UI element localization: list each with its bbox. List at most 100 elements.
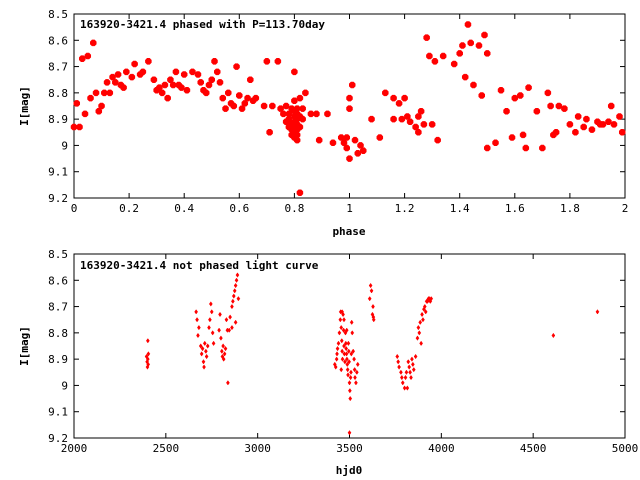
phased-data-point — [260, 102, 268, 110]
unphased-data-point — [404, 369, 409, 375]
unphased-data-point — [208, 317, 212, 323]
unphased-data-point — [408, 369, 412, 375]
unphased-panel: 2000 2500 3000 3500 4000 4500 5000 8.5 8.6 8.7 8.8… — [18, 248, 638, 477]
phased-data-point — [315, 136, 323, 144]
phased-data-point — [561, 105, 568, 112]
phased-data-point — [481, 31, 488, 39]
unphased-data-point — [145, 356, 150, 362]
phased-data-point — [150, 76, 158, 83]
phased-data-point — [84, 52, 92, 60]
unphased-data-point — [235, 272, 240, 278]
unphased-data-point — [236, 296, 241, 302]
unphased-data-point — [338, 317, 343, 323]
phased-data-point — [238, 105, 246, 112]
unphased-data-point — [349, 319, 354, 325]
phased-data-point — [497, 86, 505, 94]
unphased-data-point — [353, 374, 357, 381]
phased-data-point — [566, 121, 574, 128]
unphased-data-point — [351, 348, 356, 354]
phased-data-point — [120, 84, 127, 91]
unphased-data-point — [196, 332, 200, 339]
unphased-data-point — [195, 317, 199, 323]
unphased-data-point — [413, 353, 418, 360]
phased-data-point — [274, 58, 282, 65]
phased-data-point — [296, 189, 304, 196]
unphased-data-point — [409, 374, 413, 381]
unphased-data-point — [211, 340, 216, 347]
phased-data-point — [90, 39, 97, 47]
phased-data-point — [180, 71, 188, 78]
phased-data-point — [73, 100, 81, 107]
unphased-data-point — [420, 311, 424, 318]
phased-data-point — [404, 113, 411, 120]
phased-data-point — [610, 121, 618, 128]
unphased-data-point — [146, 351, 151, 357]
phased-data-point — [423, 34, 430, 41]
unphased-data-point — [348, 395, 353, 402]
unphased-data-point — [397, 364, 401, 370]
phased-data-point — [194, 71, 202, 78]
unphased-data-point — [197, 324, 201, 331]
unphased-data-point — [346, 372, 350, 378]
phased-data-point — [511, 94, 519, 102]
phased-data-point — [580, 123, 587, 131]
phased-data-point — [128, 73, 136, 81]
unphased-data-point — [415, 335, 420, 341]
phased-chart-title: 163920-3421.4 phased with P=113.70day — [80, 18, 325, 31]
unphased-data-point — [355, 369, 359, 375]
unphased-data-point — [145, 338, 150, 344]
unphased-data-point — [429, 296, 434, 302]
phased-data-point — [247, 76, 254, 83]
unphased-data-point — [342, 317, 346, 323]
unphased-data-point — [348, 388, 352, 394]
unphased-data-point — [334, 356, 339, 362]
unphased-data-point — [227, 327, 232, 333]
unphased-x-tick-label: 4000 — [428, 442, 455, 455]
phased-x-tick-label: 1.2 — [395, 202, 415, 215]
unphased-data-point — [201, 359, 206, 365]
phased-data-point — [492, 139, 499, 147]
phased-data-point — [269, 102, 276, 110]
phased-data-point — [252, 94, 260, 102]
phased-data-point — [525, 84, 532, 91]
unphased-data-point — [345, 356, 349, 362]
phased-data-point — [588, 126, 596, 133]
unphased-data-point — [223, 345, 228, 352]
phased-data-point — [145, 58, 152, 65]
unphased-data-point — [224, 317, 229, 323]
phased-data-point — [79, 55, 86, 62]
unphased-data-point — [205, 343, 210, 349]
unphased-data-point — [422, 303, 427, 310]
phased-data-point — [607, 102, 615, 110]
phased-x-tick-label: 1.6 — [505, 202, 525, 215]
phased-data-point — [139, 68, 147, 76]
unphased-x-tick-label: 3000 — [244, 442, 271, 455]
phased-data-point — [547, 102, 554, 110]
phased-data-point — [420, 121, 428, 128]
unphased-data-point — [346, 348, 351, 354]
unphased-data-point — [367, 296, 372, 302]
phased-data-point — [76, 123, 83, 131]
unphased-data-point — [346, 340, 351, 347]
unphased-data-point — [342, 343, 346, 349]
unphased-data-point — [406, 359, 411, 365]
unphased-data-point — [344, 327, 349, 333]
unphased-data-point — [396, 359, 401, 365]
unphased-data-point — [233, 319, 238, 325]
unphased-data-point — [395, 353, 400, 360]
phased-data-point — [282, 118, 290, 126]
phased-x-tick-label: 2 — [622, 202, 629, 215]
phased-data-point — [519, 131, 527, 139]
phased-data-point — [415, 113, 422, 120]
phased-data-point — [266, 129, 273, 136]
unphased-x-tick-label: 2000 — [61, 442, 88, 455]
phased-data-point — [522, 144, 530, 152]
unphased-data-point — [350, 330, 355, 336]
unphased-data-point — [344, 351, 349, 357]
phased-data-point — [599, 121, 607, 128]
phased-data-point — [307, 110, 315, 118]
phased-data-point — [426, 52, 433, 60]
phased-x-tick-label: 1 — [346, 202, 353, 215]
phased-data-point — [131, 60, 138, 68]
phased-data-point — [197, 79, 204, 86]
